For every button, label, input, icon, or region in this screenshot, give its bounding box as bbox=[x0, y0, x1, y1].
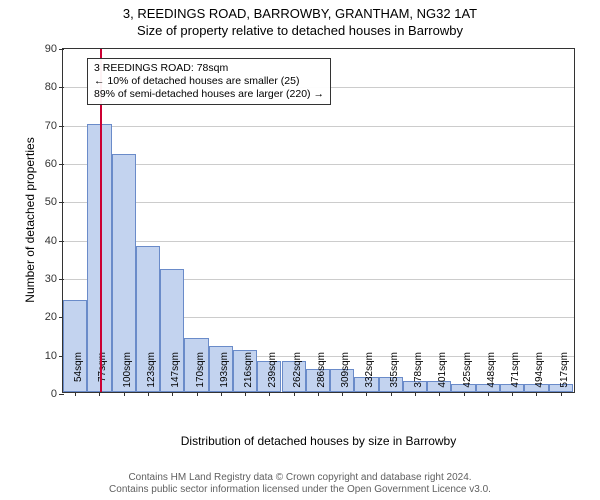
chart-plot-area: 010203040506070809054sqm77sqm100sqm123sq… bbox=[62, 48, 575, 393]
x-tick-label: 147sqm bbox=[170, 352, 181, 396]
y-axis-label: Number of detached properties bbox=[23, 120, 37, 320]
x-tick-label: 425sqm bbox=[462, 352, 473, 396]
footer-line2: Contains public sector information licen… bbox=[0, 484, 600, 496]
x-tick-label: 54sqm bbox=[73, 352, 84, 396]
x-tick-label: 471sqm bbox=[510, 352, 521, 396]
annotation-line3: 89% of semi-detached houses are larger (… bbox=[94, 88, 324, 101]
annotation-box: 3 REEDINGS ROAD: 78sqm← 10% of detached … bbox=[87, 58, 331, 105]
chart-title-address: 3, REEDINGS ROAD, BARROWBY, GRANTHAM, NG… bbox=[0, 0, 600, 21]
x-tick-label: 494sqm bbox=[534, 352, 545, 396]
y-tick-label: 30 bbox=[33, 273, 63, 285]
y-tick-label: 60 bbox=[33, 158, 63, 170]
x-tick-label: 517sqm bbox=[559, 352, 570, 396]
gridline-h bbox=[63, 164, 574, 165]
x-tick-label: 239sqm bbox=[267, 352, 278, 396]
x-tick-label: 355sqm bbox=[389, 352, 400, 396]
x-tick-label: 378sqm bbox=[413, 352, 424, 396]
y-tick-label: 70 bbox=[33, 120, 63, 132]
x-tick-label: 123sqm bbox=[146, 352, 157, 396]
x-tick-label: 170sqm bbox=[195, 352, 206, 396]
gridline-h bbox=[63, 202, 574, 203]
x-tick-label: 332sqm bbox=[364, 352, 375, 396]
annotation-line1: 3 REEDINGS ROAD: 78sqm bbox=[94, 62, 324, 75]
x-tick-label: 216sqm bbox=[243, 352, 254, 396]
x-tick-label: 286sqm bbox=[316, 352, 327, 396]
y-tick-label: 90 bbox=[33, 43, 63, 55]
x-tick-label: 100sqm bbox=[122, 352, 133, 396]
y-tick-label: 40 bbox=[33, 235, 63, 247]
x-tick-label: 401sqm bbox=[437, 352, 448, 396]
footer-attribution: Contains HM Land Registry data © Crown c… bbox=[0, 472, 600, 496]
x-axis-label: Distribution of detached houses by size … bbox=[63, 434, 574, 448]
x-tick-label: 193sqm bbox=[219, 352, 230, 396]
y-tick-label: 20 bbox=[33, 311, 63, 323]
x-tick-label: 309sqm bbox=[340, 352, 351, 396]
y-tick-label: 80 bbox=[33, 81, 63, 93]
gridline-h bbox=[63, 126, 574, 127]
gridline-h bbox=[63, 241, 574, 242]
x-tick-label: 77sqm bbox=[97, 352, 108, 396]
annotation-line2: ← 10% of detached houses are smaller (25… bbox=[94, 75, 324, 88]
chart-subtitle: Size of property relative to detached ho… bbox=[0, 21, 600, 38]
x-tick-label: 448sqm bbox=[486, 352, 497, 396]
x-tick-label: 262sqm bbox=[292, 352, 303, 396]
y-tick-label: 50 bbox=[33, 196, 63, 208]
footer-line1: Contains HM Land Registry data © Crown c… bbox=[0, 472, 600, 484]
y-tick-label: 0 bbox=[33, 388, 63, 400]
y-tick-label: 10 bbox=[33, 350, 63, 362]
